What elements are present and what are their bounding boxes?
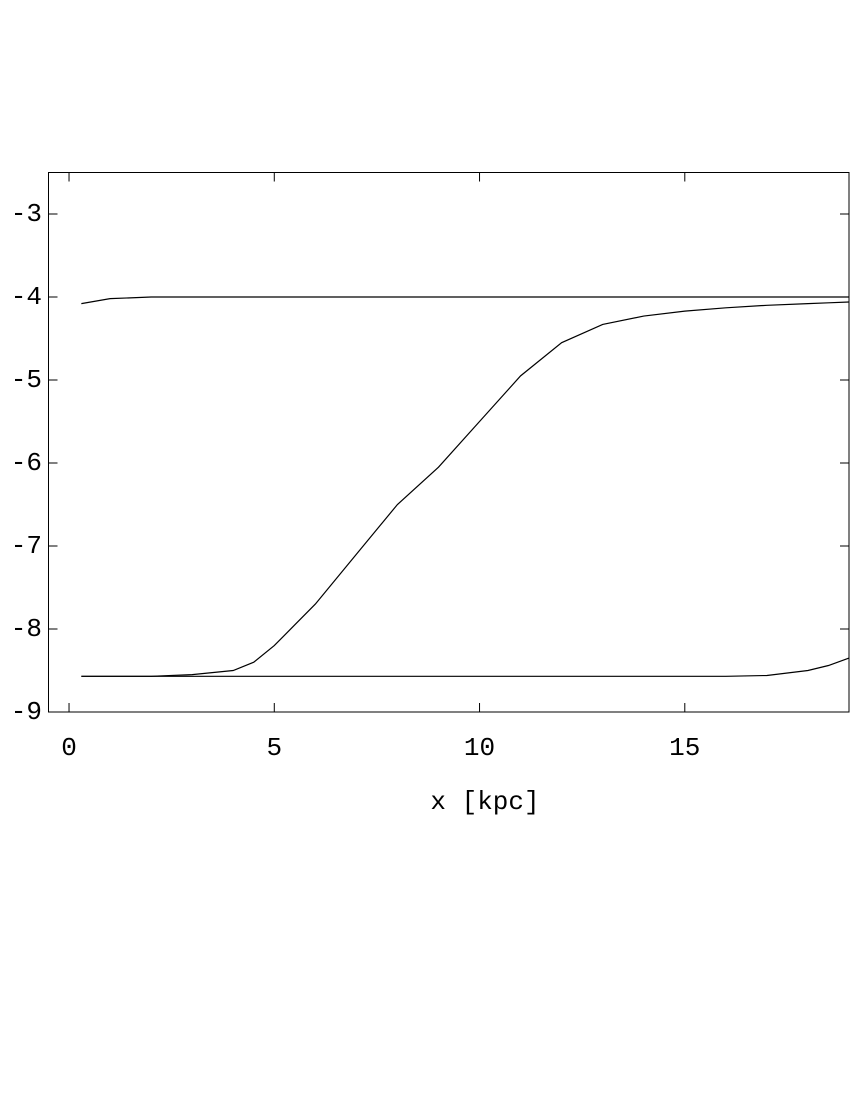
series-line	[81, 657, 850, 677]
series-line	[81, 296, 849, 305]
y-tick-label: -3	[11, 199, 42, 229]
y-tick-label: -6	[11, 448, 42, 478]
x-tick-label: 10	[464, 733, 495, 763]
y-tick-label: -7	[11, 531, 42, 561]
x-tick-label: 15	[669, 733, 700, 763]
series-line	[81, 301, 850, 677]
y-tick-label: -9	[11, 697, 42, 727]
plot-frame	[48, 172, 850, 713]
x-axis-label: x [kpc]	[430, 787, 539, 817]
y-tick-label: -8	[11, 614, 42, 644]
x-tick-label: 5	[266, 733, 282, 763]
y-tick-label: -4	[11, 282, 42, 312]
x-tick-label: 0	[61, 733, 77, 763]
y-tick-label: -5	[11, 365, 42, 395]
